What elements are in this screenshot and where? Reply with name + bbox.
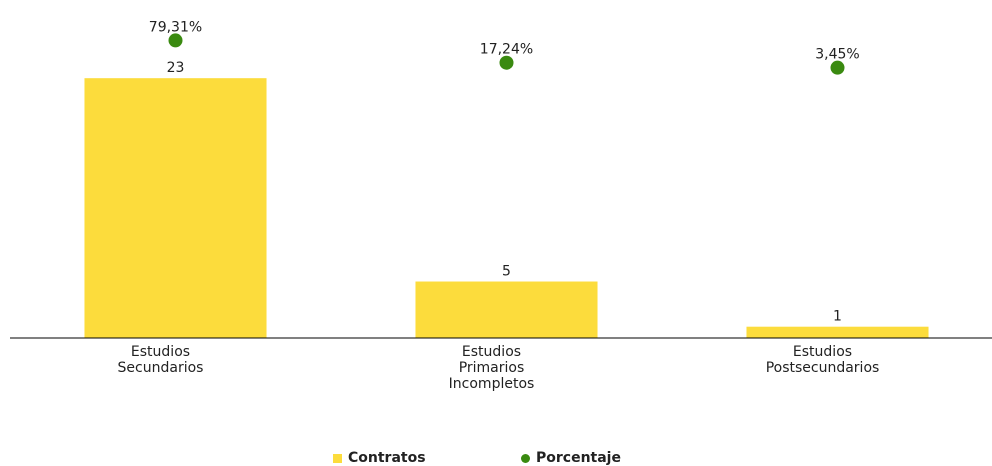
point <box>830 60 845 75</box>
data-label: 3,45% <box>815 47 859 63</box>
data-label: 79,31% <box>149 19 202 35</box>
bar <box>415 281 598 338</box>
data-label: 23 <box>167 60 185 76</box>
legend-label: Porcentaje <box>536 450 621 466</box>
legend-label: Contratos <box>348 450 426 466</box>
legend-swatch <box>521 453 530 463</box>
bar <box>746 326 929 338</box>
x-tick-label: Estudios Primarios Incompletos <box>448 344 535 392</box>
legend-item: Contratos <box>333 450 426 466</box>
data-label: 5 <box>502 264 511 280</box>
bar <box>84 78 267 339</box>
x-tick-label: Estudios Postsecundarios <box>765 344 880 376</box>
data-label: 17,24% <box>480 42 533 58</box>
point <box>168 33 183 48</box>
x-tick-label: Estudios Secundarios <box>117 344 204 376</box>
legend-item: Porcentaje <box>521 450 621 466</box>
point <box>499 55 514 70</box>
data-label: 1 <box>833 309 842 325</box>
legend-swatch <box>333 453 342 463</box>
